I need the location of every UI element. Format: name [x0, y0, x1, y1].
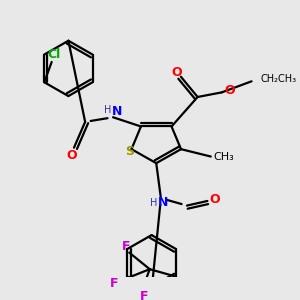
Text: CH₃: CH₃ [213, 152, 234, 161]
Text: O: O [172, 66, 182, 79]
Text: O: O [225, 84, 235, 97]
Text: N: N [158, 196, 168, 209]
Text: S: S [125, 145, 134, 158]
Text: CH₂CH₃: CH₂CH₃ [261, 74, 297, 83]
Text: N: N [112, 105, 122, 118]
Text: F: F [140, 290, 148, 300]
Text: Cl: Cl [47, 48, 60, 61]
Text: H: H [150, 198, 157, 208]
Text: H: H [104, 105, 111, 115]
Text: O: O [67, 149, 77, 163]
Text: F: F [110, 278, 118, 290]
Text: F: F [122, 240, 131, 253]
Text: O: O [209, 193, 220, 206]
